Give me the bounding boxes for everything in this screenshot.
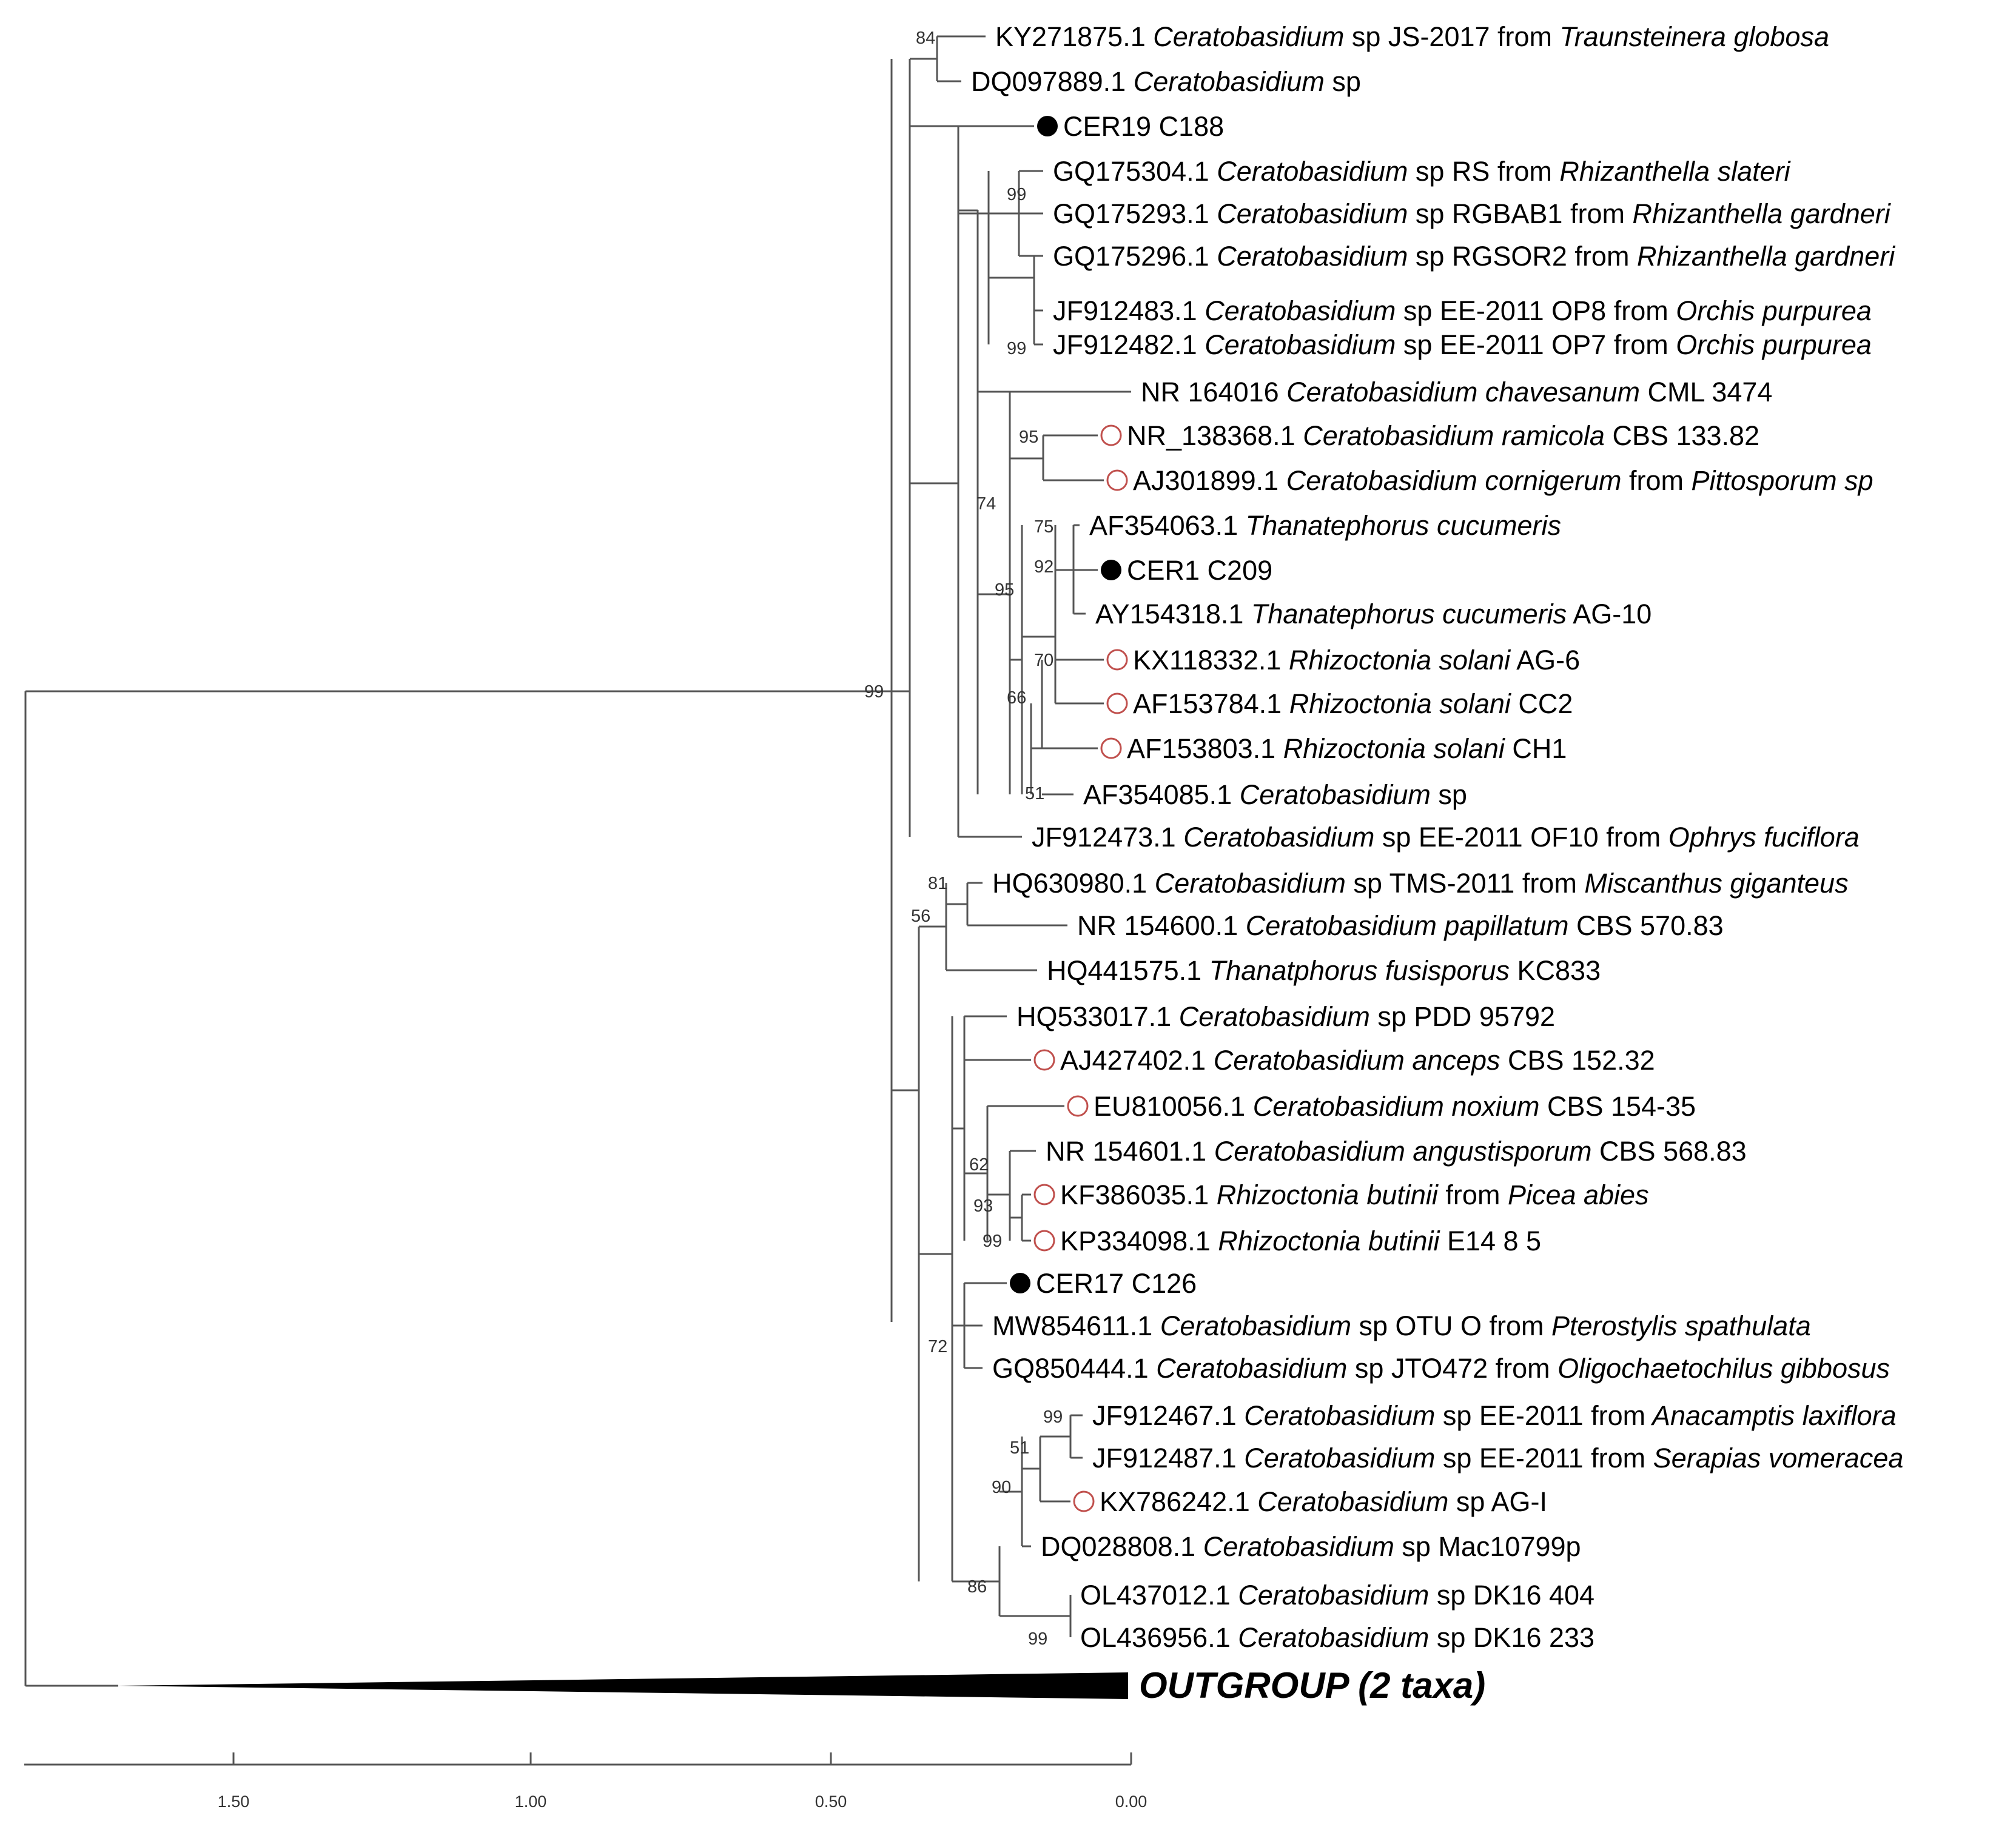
- reference-circle-marker: [1106, 649, 1128, 671]
- bootstrap-value: 62: [969, 1155, 989, 1175]
- taxon-label: JF912473.1 Ceratobasidium sp EE-2011 OF1…: [1032, 822, 1860, 853]
- bootstrap-value: 99: [983, 1232, 1002, 1251]
- bootstrap-value: 66: [1007, 688, 1026, 708]
- taxon-label: CER19 C188: [1063, 111, 1224, 142]
- reference-circle-marker: [1033, 1184, 1055, 1205]
- bootstrap-value: 81: [928, 874, 947, 893]
- taxon-label: GQ850444.1 Ceratobasidium sp JTO472 from…: [992, 1353, 1890, 1384]
- taxon-label: KY271875.1 Ceratobasidium sp JS-2017 fro…: [995, 21, 1829, 52]
- bootstrap-value: 74: [976, 494, 996, 514]
- taxon-label: KX118332.1 Rhizoctonia solani AG-6: [1133, 645, 1580, 676]
- bootstrap-value: 99: [1043, 1407, 1063, 1427]
- bootstrap-value: 70: [1034, 651, 1053, 670]
- taxon-label: DQ097889.1 Ceratobasidium sp: [971, 66, 1361, 97]
- bootstrap-value: 99: [1007, 339, 1026, 358]
- taxon-label: AF354063.1 Thanatephorus cucumeris: [1089, 510, 1561, 541]
- taxon-label: AF153784.1 Rhizoctonia solani CC2: [1133, 688, 1573, 719]
- collapsed-outgroup: OUTGROUP (2 taxa): [118, 1665, 1485, 1706]
- reference-circle-marker: [1033, 1230, 1055, 1252]
- bootstrap-value: 84: [916, 29, 935, 48]
- taxon-label: HQ441575.1 Thanatphorus fusisporus KC833: [1047, 955, 1601, 986]
- taxon-label: KX786242.1 Ceratobasidium sp AG-I: [1100, 1486, 1547, 1517]
- taxon-label: HQ533017.1 Ceratobasidium sp PDD 95792: [1016, 1001, 1555, 1032]
- reference-circle-marker: [1073, 1490, 1095, 1512]
- taxon-label: OL436956.1 Ceratobasidium sp DK16 233: [1080, 1622, 1594, 1653]
- taxon-label: HQ630980.1 Ceratobasidium sp TMS-2011 fr…: [992, 868, 1849, 899]
- taxon-label: GQ175293.1 Ceratobasidium sp RGBAB1 from…: [1053, 198, 1892, 229]
- tree-branches: [24, 35, 1131, 1687]
- taxon-label: AF153803.1 Rhizoctonia solani CH1: [1127, 733, 1567, 764]
- tip-markers: [1010, 116, 1128, 1512]
- taxon-label: GQ175296.1 Ceratobasidium sp RGSOR2 from…: [1053, 241, 1896, 272]
- isolate-dot-marker: [1010, 1273, 1030, 1293]
- isolate-dot-marker: [1037, 116, 1058, 136]
- taxon-label: JF912467.1 Ceratobasidium sp EE-2011 fro…: [1092, 1400, 1897, 1431]
- bootstrap-value: 75: [1034, 517, 1053, 537]
- scale-bar: 1.50 1.00 0.50 0.00: [24, 1752, 1147, 1811]
- bootstrap-value: 56: [911, 907, 930, 926]
- bootstrap-value: 99: [864, 682, 884, 702]
- reference-circle-marker: [1100, 737, 1122, 759]
- taxon-label: AY154318.1 Thanatephorus cucumeris AG-10: [1095, 598, 1651, 629]
- reference-circle-marker: [1106, 692, 1128, 714]
- scale-tick-label: 0.50: [815, 1792, 847, 1811]
- reference-circle-marker: [1067, 1095, 1089, 1117]
- taxon-label: EU810056.1 Ceratobasidium noxium CBS 154…: [1094, 1091, 1696, 1122]
- bootstrap-value: 90: [992, 1478, 1011, 1497]
- reference-circle-marker: [1033, 1049, 1055, 1071]
- bootstrap-value: 51: [1010, 1438, 1029, 1458]
- outgroup-label: OUTGROUP (2 taxa): [1139, 1665, 1485, 1706]
- taxon-label: MW854611.1 Ceratobasidium sp OTU O from …: [992, 1310, 1811, 1341]
- outgroup-wedge: [118, 1672, 1128, 1699]
- taxon-label: KP334098.1 Rhizoctonia butinii E14 8 5: [1060, 1226, 1541, 1256]
- reference-circle-marker: [1100, 424, 1122, 446]
- isolate-dot-marker: [1101, 560, 1121, 580]
- taxon-label: AJ301899.1 Ceratobasidium cornigerum fro…: [1133, 465, 1873, 496]
- scale-tick-label: 1.00: [515, 1792, 547, 1811]
- taxon-label: NR 154601.1 Ceratobasidium angustisporum…: [1046, 1136, 1747, 1167]
- bootstrap-values: 84 99 99 95 74 75 92 95 70 66 51 99 81 56 62 93 99 72 99 51…: [864, 29, 1063, 1649]
- taxon-label: JF912483.1 Ceratobasidium sp EE-2011 OP8…: [1053, 295, 1872, 326]
- bootstrap-value: 95: [1019, 428, 1038, 447]
- taxon-label: OL437012.1 Ceratobasidium sp DK16 404: [1080, 1580, 1594, 1611]
- taxon-label: GQ175304.1 Ceratobasidium sp RS from Rhi…: [1053, 156, 1792, 187]
- bootstrap-value: 72: [928, 1337, 947, 1356]
- bootstrap-value: 92: [1034, 557, 1053, 577]
- taxon-label: JF912482.1 Ceratobasidium sp EE-2011 OP7…: [1053, 329, 1872, 360]
- scale-tick-label: 0.00: [1115, 1792, 1147, 1811]
- bootstrap-value: 86: [967, 1577, 987, 1597]
- taxon-labels: KY271875.1 Ceratobasidium sp JS-2017 fro…: [971, 21, 1903, 1653]
- taxon-label: AJ427402.1 Ceratobasidium anceps CBS 152…: [1060, 1045, 1655, 1076]
- taxon-label: CER1 C209: [1127, 555, 1272, 586]
- bootstrap-value: 99: [1007, 185, 1026, 204]
- reference-circle-marker: [1106, 469, 1128, 491]
- taxon-label: DQ028808.1 Ceratobasidium sp Mac10799p: [1041, 1531, 1581, 1562]
- bootstrap-value: 93: [973, 1196, 993, 1216]
- bootstrap-value: 51: [1025, 784, 1044, 803]
- bootstrap-value: 99: [1028, 1629, 1047, 1649]
- taxon-label: JF912487.1 Ceratobasidium sp EE-2011 fro…: [1092, 1443, 1903, 1474]
- taxon-label: CER17 C126: [1036, 1268, 1197, 1299]
- taxon-label: NR_138368.1 Ceratobasidium ramicola CBS …: [1127, 420, 1759, 451]
- scale-tick-label: 1.50: [218, 1792, 250, 1811]
- taxon-label: NR 164016 Ceratobasidium chavesanum CML …: [1141, 377, 1772, 407]
- taxon-label: AF354085.1 Ceratobasidium sp: [1083, 779, 1467, 810]
- taxon-label: KF386035.1 Rhizoctonia butinii from Pice…: [1060, 1179, 1649, 1210]
- bootstrap-value: 95: [995, 580, 1014, 600]
- taxon-label: NR 154600.1 Ceratobasidium papillatum CB…: [1077, 910, 1724, 941]
